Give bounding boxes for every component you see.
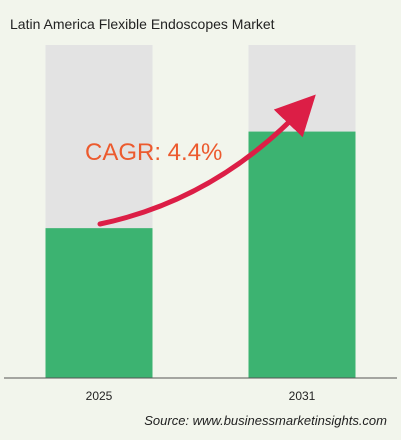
chart-title: Latin America Flexible Endoscopes Market: [10, 16, 275, 32]
cagr-arrow: [97, 94, 316, 227]
cagr-label: CAGR: 4.4%: [85, 139, 222, 166]
x-tick-label-2031: 2031: [289, 389, 316, 403]
x-tick-label-2025: 2025: [86, 389, 113, 403]
source-note: Source: www.businessmarketinsights.com: [144, 413, 387, 428]
bars-layer: [45, 45, 356, 378]
bar-2025: [45, 228, 153, 378]
tick-labels: 2025 2031: [86, 389, 316, 403]
bar-2031: [248, 131, 356, 378]
